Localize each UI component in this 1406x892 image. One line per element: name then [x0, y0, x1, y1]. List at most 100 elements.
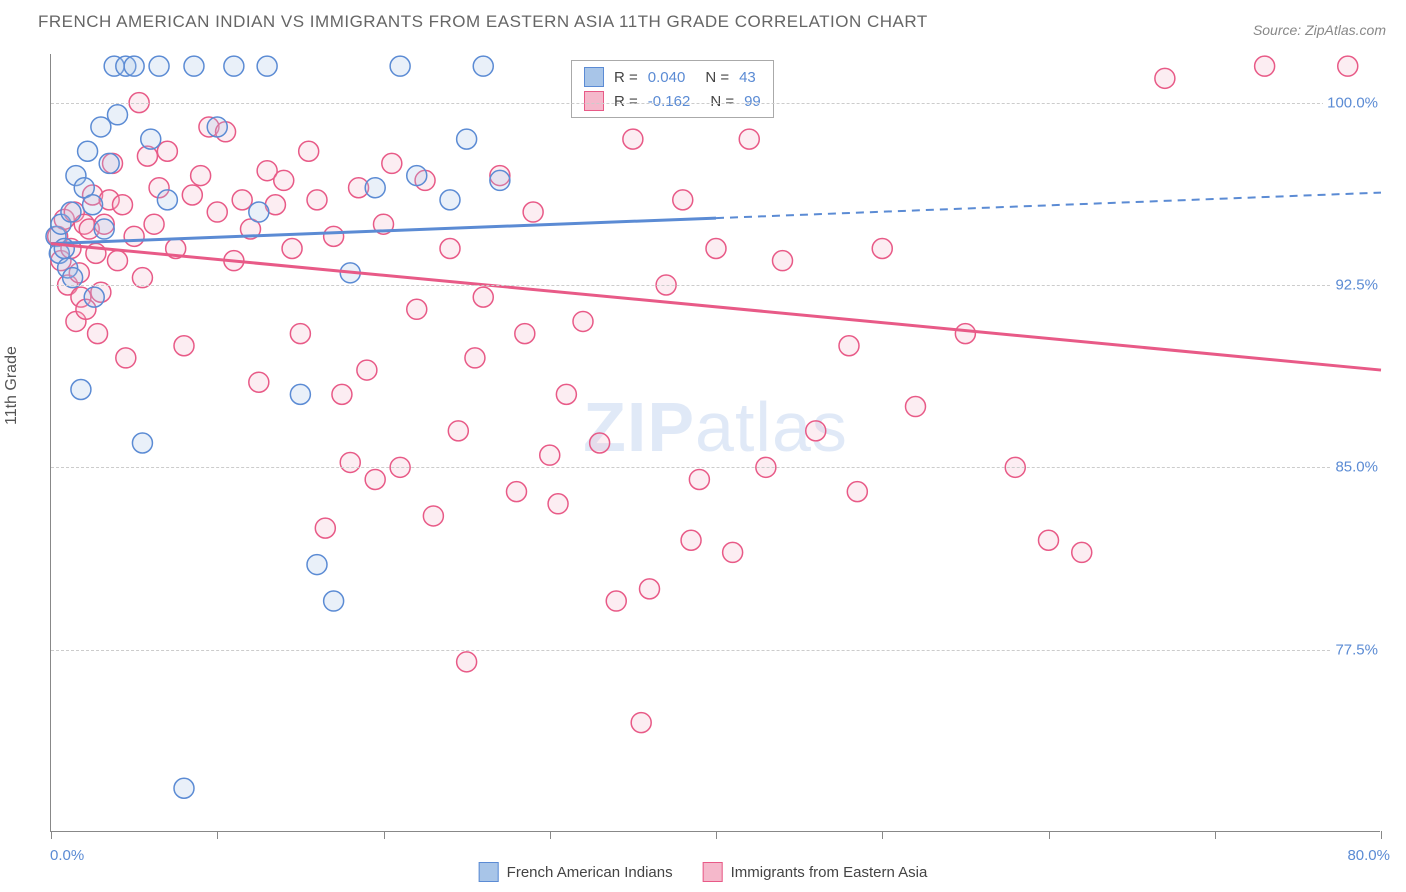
scatter-point: [507, 482, 527, 502]
bottom-legend-item: Immigrants from Eastern Asia: [703, 862, 928, 882]
scatter-point: [257, 56, 277, 76]
scatter-point: [149, 56, 169, 76]
scatter-point: [141, 129, 161, 149]
scatter-point: [681, 530, 701, 550]
scatter-point: [706, 239, 726, 259]
legend-swatch: [479, 862, 499, 882]
scatter-point: [144, 214, 164, 234]
legend-row: R =-0.162N =99: [584, 89, 761, 113]
scatter-point: [299, 141, 319, 161]
bottom-legend-label: French American Indians: [507, 864, 673, 881]
scatter-point: [232, 190, 252, 210]
scatter-point: [955, 324, 975, 344]
bottom-legend-item: French American Indians: [479, 862, 673, 882]
scatter-point: [207, 117, 227, 137]
scatter-point: [1338, 56, 1358, 76]
x-tick: [550, 831, 551, 839]
scatter-point: [773, 251, 793, 271]
scatter-point: [307, 190, 327, 210]
scatter-point: [440, 239, 460, 259]
scatter-point: [116, 348, 136, 368]
x-tick: [716, 831, 717, 839]
x-tick: [1381, 831, 1382, 839]
x-tick: [1215, 831, 1216, 839]
grid-line: [51, 285, 1380, 286]
scatter-point: [324, 591, 344, 611]
legend-swatch: [584, 67, 604, 87]
scatter-point: [224, 56, 244, 76]
scatter-point: [523, 202, 543, 222]
scatter-point: [365, 178, 385, 198]
legend-r-label: R =: [614, 69, 638, 86]
scatter-point: [365, 469, 385, 489]
scatter-point: [407, 299, 427, 319]
scatter-point: [457, 652, 477, 672]
scatter-point: [490, 170, 510, 190]
scatter-point: [108, 105, 128, 125]
scatter-point: [1155, 68, 1175, 88]
scatter-point: [315, 518, 335, 538]
scatter-point: [191, 166, 211, 186]
scatter-point: [623, 129, 643, 149]
scatter-point: [249, 372, 269, 392]
legend-n-label: N =: [710, 93, 734, 110]
scatter-point: [290, 384, 310, 404]
scatter-point: [184, 56, 204, 76]
scatter-point: [78, 141, 98, 161]
scatter-point: [282, 239, 302, 259]
grid-line: [51, 467, 1380, 468]
scatter-point: [473, 56, 493, 76]
scatter-point: [108, 251, 128, 271]
y-tick-label: 77.5%: [1331, 641, 1382, 658]
scatter-point: [440, 190, 460, 210]
scatter-point: [94, 219, 114, 239]
scatter-point: [357, 360, 377, 380]
scatter-point: [157, 141, 177, 161]
legend-row: R =0.040N =43: [584, 65, 761, 89]
scatter-point: [673, 190, 693, 210]
scatter-point: [423, 506, 443, 526]
scatter-point: [112, 195, 132, 215]
x-tick: [51, 831, 52, 839]
scatter-point: [207, 202, 227, 222]
scatter-point: [83, 195, 103, 215]
scatter-point: [407, 166, 427, 186]
scatter-point: [249, 202, 269, 222]
chart-source: Source: ZipAtlas.com: [1253, 22, 1386, 38]
trend-line: [51, 244, 1381, 370]
scatter-point: [290, 324, 310, 344]
scatter-point: [332, 384, 352, 404]
x-min-label: 0.0%: [50, 847, 84, 864]
scatter-point: [124, 226, 144, 246]
scatter-point: [1255, 56, 1275, 76]
legend-r-label: R =: [614, 93, 638, 110]
legend-r-value: 0.040: [648, 69, 686, 86]
scatter-point: [182, 185, 202, 205]
scatter-point: [906, 397, 926, 417]
scatter-point: [631, 713, 651, 733]
x-tick: [384, 831, 385, 839]
legend-n-label: N =: [705, 69, 729, 86]
scatter-point: [99, 153, 119, 173]
scatter-point: [872, 239, 892, 259]
scatter-point: [132, 433, 152, 453]
y-tick-label: 85.0%: [1331, 459, 1382, 476]
x-tick: [1049, 831, 1050, 839]
bottom-legend: French American Indians Immigrants from E…: [479, 862, 928, 882]
scatter-point: [382, 153, 402, 173]
scatter-point: [689, 469, 709, 489]
legend-swatch: [703, 862, 723, 882]
scatter-point: [274, 170, 294, 190]
scatter-point: [84, 287, 104, 307]
scatter-point: [606, 591, 626, 611]
scatter-point: [457, 129, 477, 149]
scatter-point: [61, 202, 81, 222]
legend-n-value: 99: [744, 93, 761, 110]
scatter-point: [473, 287, 493, 307]
scatter-point: [71, 380, 91, 400]
scatter-point: [573, 311, 593, 331]
scatter-point: [590, 433, 610, 453]
scatter-point: [324, 226, 344, 246]
scatter-point: [174, 336, 194, 356]
scatter-svg: [51, 54, 1380, 831]
